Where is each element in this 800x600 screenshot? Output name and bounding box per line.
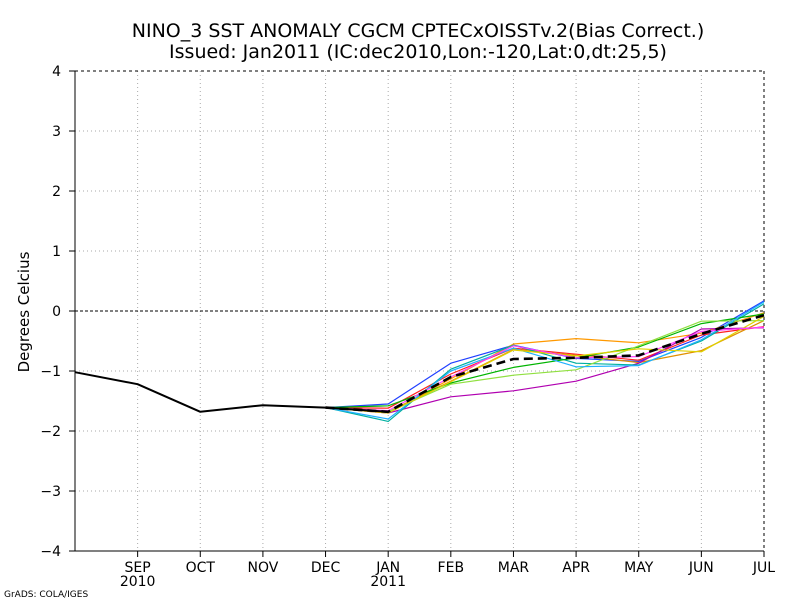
x-tick-label: NOV xyxy=(247,560,278,576)
x-tick-label: JUN xyxy=(688,560,714,576)
x-tick-label: JAN xyxy=(375,560,400,576)
y-tick-label: −3 xyxy=(40,484,61,500)
y-tick-label: −4 xyxy=(40,544,61,560)
y-tick-label: 3 xyxy=(52,124,61,140)
chart-title: NINO_3 SST ANOMALY CGCM CPTECxOISSTv.2(B… xyxy=(132,20,704,42)
forecast-line-yellow xyxy=(325,315,765,414)
x-tick-label: APR xyxy=(562,560,590,576)
x-tick-sublabel: 2011 xyxy=(370,574,406,590)
forecast-line-green xyxy=(325,313,765,409)
chart-subtitle: Issued: Jan2011 (IC:dec2010,Lon:-120,Lat… xyxy=(169,41,667,63)
ensemble-mean-line xyxy=(325,313,765,414)
x-tick-label: MAY xyxy=(624,560,654,576)
y-tick-label: 4 xyxy=(52,64,61,80)
observed-line xyxy=(74,371,389,413)
y-tick-label: 2 xyxy=(52,184,61,200)
y-tick-label: −1 xyxy=(40,364,61,380)
series xyxy=(74,300,765,422)
y-tick-label: 0 xyxy=(52,304,61,320)
x-tick-sublabel: 2010 xyxy=(120,574,156,590)
y-axis-label: Degrees Celcius xyxy=(15,251,33,372)
x-tick-label: SEP xyxy=(125,560,151,576)
y-tick-label: 1 xyxy=(52,244,61,260)
grid xyxy=(75,71,764,551)
forecast-line-teal xyxy=(325,303,765,422)
x-tick-label: FEB xyxy=(438,560,465,576)
y-tick-label: −2 xyxy=(40,424,61,440)
x-tick-label: MAR xyxy=(498,560,530,576)
x-tick-label: DEC xyxy=(311,560,341,576)
axes xyxy=(69,70,765,557)
x-tick-label: OCT xyxy=(186,560,216,576)
x-tick-label: JUL xyxy=(752,560,775,576)
forecast-line-magenta xyxy=(325,326,765,412)
grads-credit: GrADS: COLA/IGES xyxy=(4,590,88,600)
